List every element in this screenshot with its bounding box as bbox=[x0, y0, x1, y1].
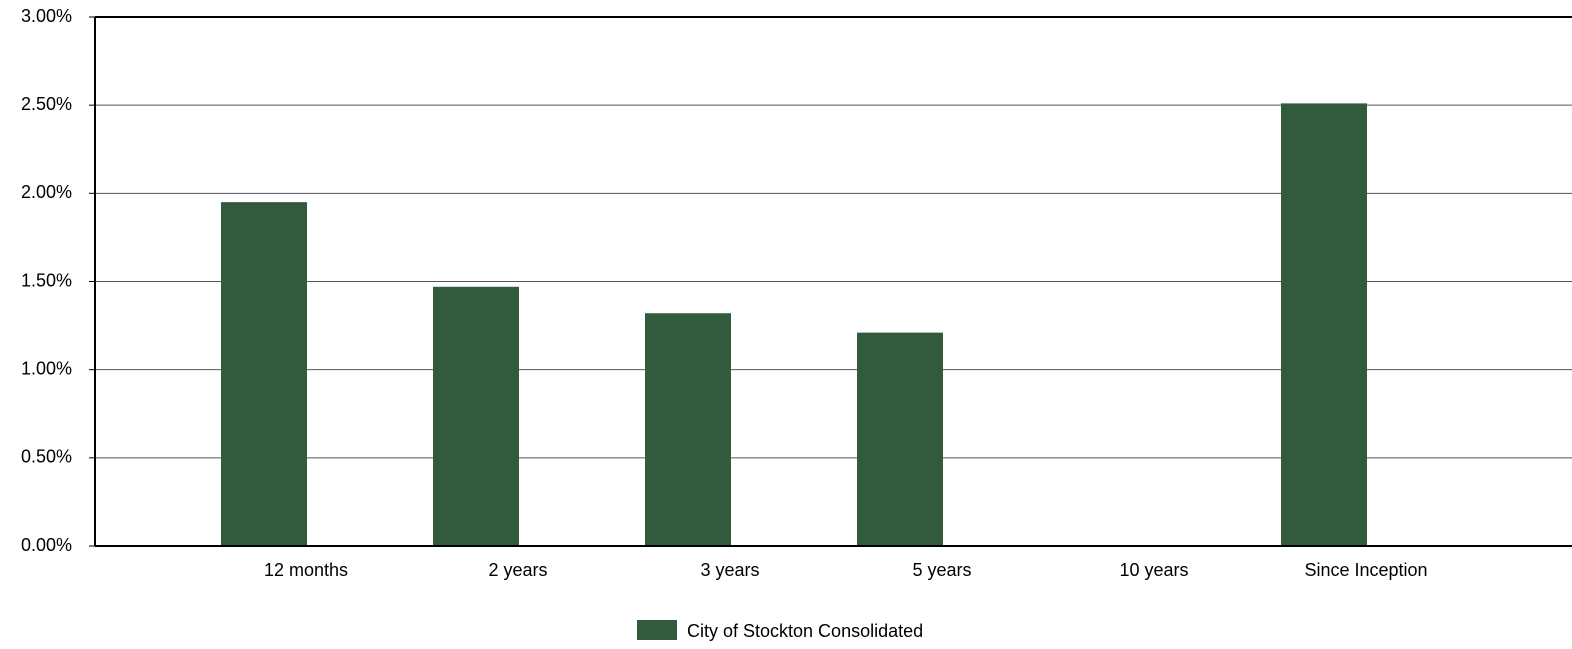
bar bbox=[221, 202, 307, 546]
bars bbox=[221, 103, 1367, 547]
y-tick-label: 0.50% bbox=[21, 447, 72, 467]
x-tick-label: 5 years bbox=[912, 560, 971, 580]
gridlines bbox=[95, 16, 1572, 459]
y-tick-label: 0.00% bbox=[21, 535, 72, 555]
y-tick-label: 1.50% bbox=[21, 270, 72, 290]
y-tick-label: 2.00% bbox=[21, 182, 72, 202]
x-tick-label: 12 months bbox=[264, 560, 348, 580]
y-tick-label: 2.50% bbox=[21, 94, 72, 114]
x-tick-label: 2 years bbox=[488, 560, 547, 580]
y-tick-labels: 0.00% 0.50% 1.00% 1.50% 2.00% 2.50% 3.00% bbox=[21, 6, 95, 555]
legend-label: City of Stockton Consolidated bbox=[687, 621, 923, 641]
bar bbox=[1281, 103, 1367, 547]
bar bbox=[857, 332, 943, 546]
bar bbox=[645, 313, 731, 546]
x-tick-labels: 12 months 2 years 3 years 5 years 10 years Si… bbox=[264, 560, 1428, 580]
legend-swatch bbox=[637, 620, 677, 640]
bar bbox=[433, 286, 519, 546]
x-tick-label: Since Inception bbox=[1304, 560, 1427, 580]
legend: City of Stockton Consolidated bbox=[637, 620, 923, 641]
x-tick-label: 10 years bbox=[1119, 560, 1188, 580]
x-tick-label: 3 years bbox=[700, 560, 759, 580]
y-tick-label: 1.00% bbox=[21, 358, 72, 378]
y-tick-label: 3.00% bbox=[21, 6, 72, 26]
